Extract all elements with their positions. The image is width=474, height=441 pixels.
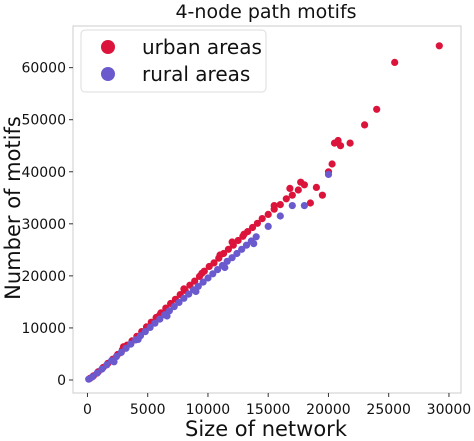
y-axis-ticks: 0 10000 20000 30000 40000 50000 60000 — [21, 61, 73, 389]
data-point-urban — [234, 236, 242, 245]
y-axis-label: Number of motifs — [1, 116, 25, 300]
data-point-rural — [221, 263, 229, 272]
data-point-urban — [318, 191, 326, 199]
data-point-rural — [141, 328, 149, 336]
data-point-urban — [336, 142, 345, 150]
x-axis-ticks: 0 5000 10000 15000 20000 25000 30000 — [83, 393, 471, 418]
data-point-urban — [210, 259, 218, 267]
data-point-rural — [214, 266, 222, 274]
data-point-rural — [110, 358, 118, 366]
data-point-urban — [361, 121, 369, 129]
data-point-rural — [242, 241, 251, 249]
data-point-rural — [122, 344, 130, 352]
data-point-urban — [306, 199, 314, 207]
y-tick-label: 30000 — [21, 217, 66, 233]
x-tick-label: 25000 — [366, 402, 411, 418]
y-tick-label: 10000 — [21, 321, 66, 337]
y-tick-label: 40000 — [21, 165, 66, 181]
data-point-urban — [286, 184, 294, 192]
data-point-rural — [93, 369, 101, 377]
data-point-urban — [270, 202, 278, 210]
data-point-rural — [134, 335, 142, 343]
plot-frame — [72, 25, 462, 394]
data-point-rural — [276, 212, 284, 220]
legend-marker — [101, 40, 115, 54]
data-points — [85, 42, 443, 383]
data-point-urban — [224, 245, 232, 253]
data-point-urban — [312, 183, 320, 191]
x-tick-label: 0 — [83, 402, 92, 418]
data-point-rural — [324, 170, 333, 178]
data-point-urban — [288, 191, 296, 199]
data-point-rural — [127, 340, 135, 348]
data-point-urban — [258, 215, 266, 223]
data-point-urban — [346, 139, 354, 147]
y-tick-label: 60000 — [21, 61, 66, 77]
data-point-rural — [250, 240, 258, 248]
legend-label: urban areas — [142, 35, 262, 59]
x-tick-label: 30000 — [427, 402, 472, 418]
data-point-rural — [238, 245, 246, 253]
data-point-urban — [180, 285, 188, 293]
data-point-urban — [294, 186, 302, 194]
data-point-rural — [228, 254, 236, 262]
x-tick-label: 20000 — [306, 402, 351, 418]
data-point-rural — [185, 290, 193, 298]
data-point-urban — [328, 160, 336, 168]
chart-title: 4-node path motifs — [175, 1, 356, 23]
x-tick-label: 15000 — [246, 402, 291, 418]
data-point-rural — [180, 294, 188, 302]
data-point-rural — [146, 323, 154, 331]
data-point-rural — [252, 233, 260, 241]
y-tick-label: 50000 — [21, 113, 66, 129]
x-axis-label: Size of network — [185, 417, 348, 441]
data-point-rural — [204, 274, 212, 282]
data-point-urban — [253, 219, 261, 227]
data-point-urban — [373, 105, 381, 113]
data-point-urban — [282, 195, 290, 203]
y-tick-label: 20000 — [21, 269, 66, 285]
data-point-rural — [156, 315, 164, 323]
data-point-urban — [216, 251, 224, 259]
data-point-urban — [276, 201, 284, 209]
data-point-urban — [228, 238, 236, 246]
data-point-rural — [117, 348, 125, 356]
data-point-urban — [198, 269, 206, 277]
data-point-rural — [264, 222, 272, 230]
x-tick-label: 10000 — [186, 402, 231, 418]
data-point-rural — [192, 287, 200, 296]
data-point-rural — [233, 249, 241, 258]
plot-area — [72, 25, 462, 394]
data-point-rural — [98, 365, 106, 373]
legend-box — [80, 29, 267, 93]
y-tick-label: 0 — [57, 373, 66, 389]
legend: urban areas rural areas — [80, 29, 267, 93]
data-point-rural — [288, 202, 296, 210]
data-point-rural — [163, 312, 171, 320]
x-tick-label: 5000 — [130, 402, 166, 418]
data-point-urban — [297, 178, 305, 186]
data-point-urban — [391, 58, 399, 66]
data-point-urban — [191, 277, 199, 285]
data-point-rural — [199, 278, 207, 286]
data-point-urban — [435, 42, 443, 50]
data-point-urban — [240, 230, 248, 238]
data-point-rural — [151, 319, 159, 327]
legend-marker — [101, 67, 115, 81]
data-point-urban — [248, 223, 257, 232]
data-point-rural — [103, 361, 111, 369]
data-point-rural — [170, 303, 178, 311]
data-point-urban — [264, 210, 272, 218]
data-point-rural — [300, 202, 308, 210]
legend-label: rural areas — [142, 62, 250, 86]
data-point-rural — [175, 298, 183, 306]
data-point-rural — [209, 270, 217, 278]
